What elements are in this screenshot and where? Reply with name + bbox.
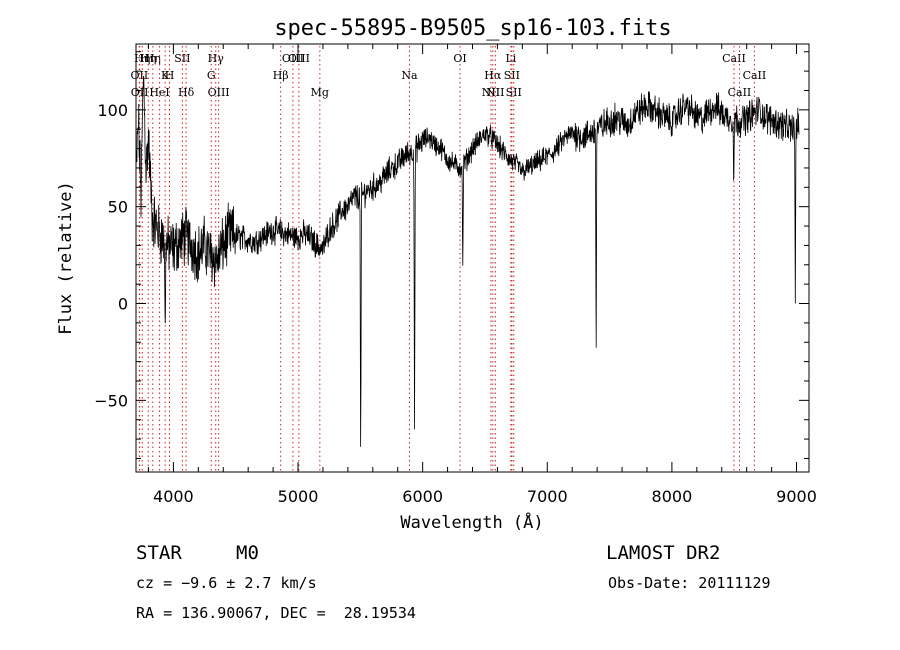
x-tick-label: 6000 — [402, 487, 443, 506]
x-tick-label: 9000 — [776, 487, 817, 506]
marker-label: OIII — [288, 52, 310, 65]
marker-label: Hη — [145, 52, 161, 65]
object-class: STAR — [136, 542, 182, 564]
marker-label: SII — [504, 69, 520, 82]
marker-label: Mg — [311, 86, 329, 99]
marker-label: CaII — [722, 52, 746, 65]
marker-label: CaII — [743, 69, 767, 82]
y-tick-label: 0 — [118, 295, 128, 314]
marker-label: NII — [486, 86, 504, 99]
x-tick-label: 5000 — [278, 487, 319, 506]
marker-label: OIII — [208, 86, 230, 99]
redshift-text: cz = −9.6 ± 2.7 km/s — [136, 574, 317, 592]
marker-label: G — [207, 69, 216, 82]
axes-layer: 4000 5000 6000 7000 8000 9000 −50 0 50 100 — [94, 44, 817, 506]
y-tick-label: 50 — [108, 198, 128, 217]
object-subclass: M0 — [236, 542, 259, 564]
marker-label: Hη — [134, 52, 150, 65]
marker-label: Hδ — [178, 86, 195, 99]
marker-label: OII — [131, 86, 149, 99]
marker-label: K — [161, 69, 170, 82]
marker-label: HeI — [149, 86, 169, 99]
marker-label: Li — [505, 52, 516, 65]
line-markers: OIIOIIHηHηHηHeIKHSIIHδGHγOIIIHβOIIIOIIIM… — [131, 46, 767, 472]
marker-label: Hη — [140, 52, 156, 65]
x-tick-label: 7000 — [527, 487, 568, 506]
marker-label: OI — [453, 52, 466, 65]
chart-title: spec-55895-B9505_sp16-103.fits — [274, 16, 671, 41]
marker-label: SII — [506, 86, 522, 99]
survey-name: LAMOST DR2 — [606, 542, 721, 564]
obs-date: Obs-Date: 20111129 — [608, 574, 771, 592]
x-tick-label: 8000 — [652, 487, 693, 506]
y-tick-label: −50 — [94, 391, 128, 410]
x-axis-label: Wavelength (Å) — [400, 511, 543, 533]
y-tick-label: 100 — [97, 101, 128, 120]
marker-label: Hγ — [208, 52, 225, 65]
y-axis-label: Flux (relative) — [56, 181, 76, 335]
marker-label: CaII — [728, 86, 752, 99]
marker-label: Hα — [484, 69, 502, 82]
marker-label: Hβ — [273, 69, 289, 82]
spectrum-line — [135, 75, 800, 447]
spectrum-layer — [135, 75, 800, 447]
marker-label: H — [165, 69, 175, 82]
x-tick-label: 4000 — [153, 487, 194, 506]
coordinates-text: RA = 136.90067, DEC = 28.19534 — [136, 604, 416, 622]
marker-label: SII — [174, 52, 190, 65]
marker-label: Na — [401, 69, 418, 82]
